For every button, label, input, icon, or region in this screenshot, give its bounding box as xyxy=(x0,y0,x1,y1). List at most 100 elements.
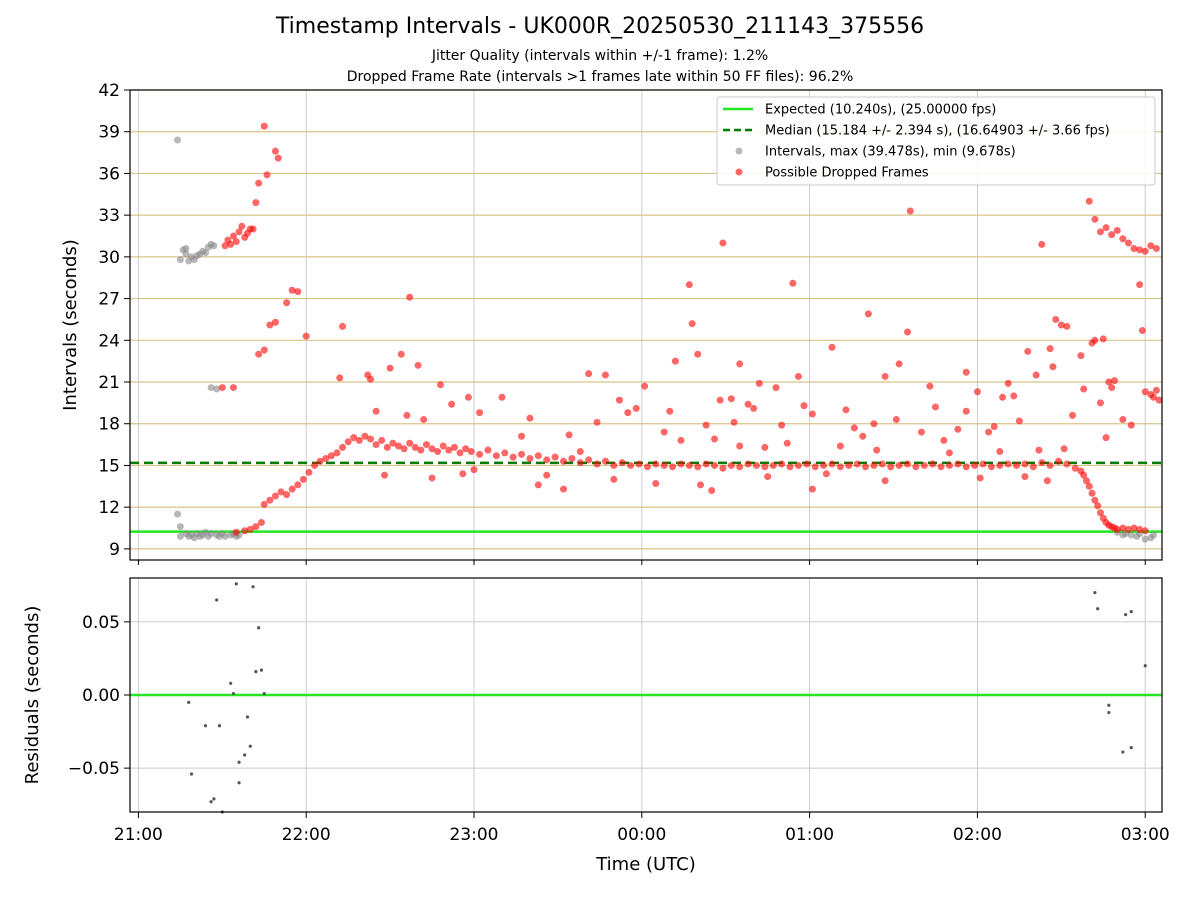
dropped-frame-point xyxy=(822,470,830,478)
dropped-frame-point xyxy=(615,396,623,404)
dropped-frame-point xyxy=(744,400,752,408)
interval-point xyxy=(213,385,221,393)
bottom-xtick-label: 01:00 xyxy=(785,825,834,845)
dropped-frame-point xyxy=(1021,460,1029,468)
legend: Expected (10.240s), (25.00000 fps) Median… xyxy=(716,96,1156,186)
dropped-frame-point xyxy=(627,461,635,469)
dropped-frame-point xyxy=(498,393,506,401)
dropped-frame-point xyxy=(568,454,576,462)
dropped-frame-point xyxy=(862,463,870,471)
dropped-frame-point xyxy=(887,463,895,471)
dropped-frame-point xyxy=(1063,322,1071,330)
dropped-frame-point xyxy=(551,453,559,461)
dropped-frame-point xyxy=(1105,378,1113,386)
legend-entry-label: Possible Dropped Frames xyxy=(765,166,929,181)
dropped-frame-point xyxy=(1046,461,1054,469)
dropped-frame-point xyxy=(895,461,903,469)
dropped-frame-point xyxy=(367,435,375,443)
dropped-frame-point xyxy=(719,464,727,472)
dropped-frame-point xyxy=(937,463,945,471)
dropped-frame-point xyxy=(1124,525,1132,533)
dropped-frame-point xyxy=(1052,315,1060,323)
dropped-frame-point xyxy=(878,460,886,468)
residual-point xyxy=(1124,612,1128,617)
dropped-frame-point xyxy=(372,407,380,415)
dropped-frame-point xyxy=(1035,446,1043,454)
dropped-frame-point xyxy=(288,286,296,294)
dropped-frame-point xyxy=(1108,231,1116,239)
dropped-frame-point xyxy=(1102,224,1110,232)
dropped-frame-point xyxy=(1029,463,1037,471)
dropped-frame-point xyxy=(761,443,769,451)
dropped-frame-point xyxy=(1024,347,1032,355)
dropped-frame-point xyxy=(1096,228,1104,236)
top-ytick-label: 18 xyxy=(98,415,120,435)
top-ytick-label: 39 xyxy=(98,123,120,143)
dropped-frame-point xyxy=(218,384,226,392)
dropped-frame-point xyxy=(1152,245,1160,253)
dropped-frame-point xyxy=(227,240,235,248)
dropped-frame-point xyxy=(585,370,593,378)
residuals-panel: 21:00 22:00 23:00 00:00 01:00 02:00 03:00 −0.05… xyxy=(22,577,1170,875)
residual-point xyxy=(209,800,213,804)
dropped-frame-point xyxy=(1038,459,1046,467)
dropped-frame-point xyxy=(305,468,313,476)
bottom-ylabel: Residuals (seconds) xyxy=(22,606,43,785)
dropped-frame-point xyxy=(999,393,1007,401)
dropped-frame-point xyxy=(1096,399,1104,407)
dropped-frame-point xyxy=(1124,239,1132,247)
dropped-frame-point xyxy=(912,463,920,471)
residual-point xyxy=(1107,710,1111,715)
dropped-frame-point xyxy=(850,424,858,432)
dropped-frame-point xyxy=(386,364,394,372)
dropped-frame-point xyxy=(903,460,911,468)
residual-point xyxy=(262,691,266,696)
dropped-frame-point xyxy=(864,310,872,318)
dropped-frame-point xyxy=(327,452,335,460)
dropped-frame-point xyxy=(652,460,660,468)
dropped-frame-point xyxy=(1119,524,1127,532)
dropped-frame-point xyxy=(685,461,693,469)
residual-point xyxy=(189,772,194,776)
interval-point xyxy=(202,249,210,257)
dropped-frame-point xyxy=(436,381,444,389)
dropped-frame-point xyxy=(926,382,934,390)
dropped-frame-point xyxy=(593,418,601,426)
dropped-frame-point xyxy=(772,384,780,392)
top-ytick-label: 15 xyxy=(98,456,120,476)
dropped-frame-point xyxy=(336,374,344,382)
dropped-frame-point xyxy=(252,523,260,531)
dropped-frame-point xyxy=(509,453,517,461)
dropped-frame-point xyxy=(333,449,341,457)
dropped-frame-point xyxy=(836,442,844,450)
dropped-frame-point xyxy=(439,442,447,450)
dropped-frame-point xyxy=(288,485,296,493)
dropped-frame-point xyxy=(786,463,794,471)
interval-point xyxy=(174,136,182,144)
dropped-frame-point xyxy=(232,528,240,536)
dropped-frame-point xyxy=(920,461,928,469)
dropped-frame-point xyxy=(534,452,542,460)
dropped-frame-point xyxy=(1113,525,1121,533)
dropped-frame-point xyxy=(364,371,372,379)
dropped-frame-point xyxy=(990,423,998,431)
dropped-frame-point xyxy=(476,409,484,417)
dropped-frame-point xyxy=(294,288,302,296)
dropped-frame-point xyxy=(322,454,330,462)
dropped-frame-point xyxy=(238,222,246,230)
dropped-frame-point xyxy=(274,154,282,162)
dropped-frame-point xyxy=(1091,336,1099,344)
dropped-frame-point xyxy=(400,445,408,453)
residual-point xyxy=(1093,591,1097,595)
dropped-frame-point xyxy=(719,239,727,247)
dropped-frame-point xyxy=(235,228,243,236)
dropped-frame-point xyxy=(271,147,279,155)
dropped-frame-point xyxy=(881,477,889,485)
dropped-frame-point xyxy=(971,461,979,469)
dropped-frame-point xyxy=(962,407,970,415)
residual-point xyxy=(203,724,208,728)
dropped-frame-point xyxy=(221,242,229,250)
dropped-frame-point xyxy=(311,461,319,469)
dropped-frame-point xyxy=(411,443,419,451)
dropped-frame-point xyxy=(434,448,442,456)
